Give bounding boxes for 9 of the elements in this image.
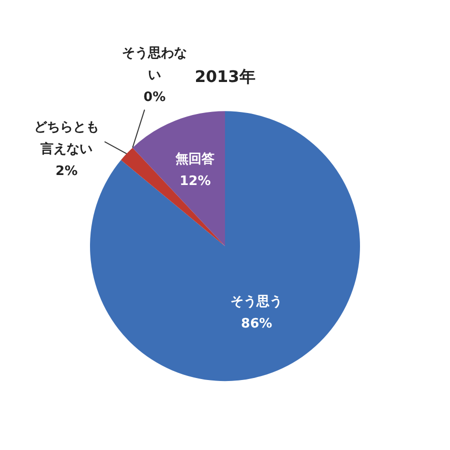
category-label: そう思わない	[122, 46, 188, 84]
slice-label: そう思う	[230, 294, 283, 310]
chart-title: 2013年	[194, 66, 256, 86]
data-label: 86%	[241, 316, 272, 332]
text: 0%	[144, 90, 166, 106]
data-label: 12%	[180, 174, 211, 190]
slice-label: どちらとも言えない	[34, 120, 100, 158]
data-label: 2%	[56, 164, 78, 180]
slice-label: 無回答	[174, 152, 215, 168]
